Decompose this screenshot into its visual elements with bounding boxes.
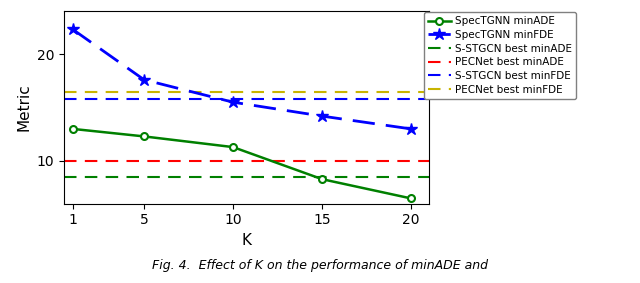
Y-axis label: Metric: Metric: [16, 84, 31, 131]
Line: SpecTGNN minADE: SpecTGNN minADE: [69, 125, 415, 202]
S-STGCN best minFDE: [69, 97, 77, 101]
SpecTGNN minADE: [69, 127, 77, 131]
PECNet best minADE: [51, 159, 59, 163]
S-STGCN best minADE: [69, 175, 77, 179]
SpecTGNN minADE: [140, 135, 148, 138]
X-axis label: K: K: [241, 233, 252, 248]
S-STGCN best minADE: [51, 175, 59, 179]
Line: SpecTGNN minFDE: SpecTGNN minFDE: [67, 23, 417, 135]
SpecTGNN minADE: [318, 177, 326, 181]
SpecTGNN minADE: [407, 197, 415, 200]
SpecTGNN minFDE: [140, 78, 148, 82]
Text: Fig. 4.  Effect of K on the performance of minADE and: Fig. 4. Effect of K on the performance o…: [152, 259, 488, 272]
S-STGCN best minFDE: [51, 97, 59, 101]
PECNet best minADE: [69, 159, 77, 163]
SpecTGNN minFDE: [69, 28, 77, 31]
SpecTGNN minFDE: [407, 127, 415, 131]
SpecTGNN minFDE: [318, 114, 326, 118]
PECNet best minFDE: [69, 90, 77, 93]
SpecTGNN minADE: [229, 145, 237, 149]
Legend: SpecTGNN minADE, SpecTGNN minFDE, S-STGCN best minADE, PECNet best minADE, S-STG: SpecTGNN minADE, SpecTGNN minFDE, S-STGC…: [424, 12, 576, 99]
PECNet best minFDE: [51, 90, 59, 93]
SpecTGNN minFDE: [229, 100, 237, 104]
